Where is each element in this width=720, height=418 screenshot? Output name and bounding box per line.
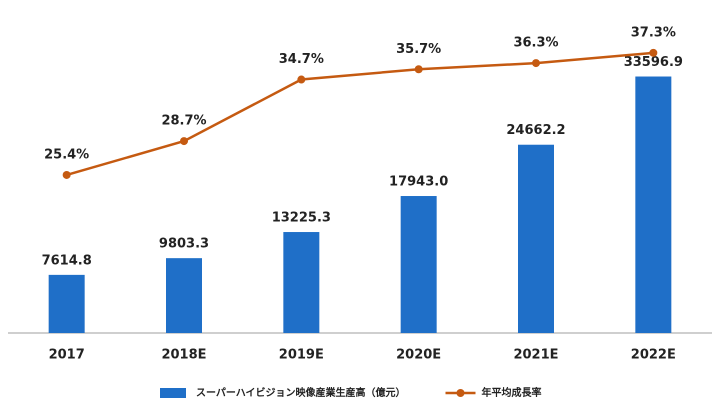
bar-value-label: 7614.8 — [42, 253, 92, 268]
line-point — [62, 170, 71, 179]
line — [66, 51, 654, 177]
x-tick-label: 2017 — [49, 348, 85, 363]
line-value-label: 36.3% — [513, 36, 558, 51]
x-tick-label: 2022E — [631, 348, 676, 363]
line-value-label: 28.7% — [161, 114, 206, 129]
bar-value-label: 17943.0 — [389, 175, 448, 190]
line-point — [180, 137, 188, 146]
line-value-label: 37.3% — [631, 25, 676, 40]
line-value-label: 34.7% — [279, 52, 324, 67]
legend-swatch — [456, 389, 465, 397]
x-tick-label: 2019E — [279, 348, 324, 363]
bar-value-label: 33596.9 — [624, 55, 683, 70]
line-point — [649, 48, 658, 57]
line-value-label: 25.4% — [44, 147, 89, 162]
bar — [518, 144, 554, 333]
bar — [48, 274, 85, 333]
line-point — [414, 65, 423, 74]
line-value-label: 35.7% — [396, 42, 441, 57]
bar — [635, 76, 672, 333]
legend-label: 年平均成長率 — [482, 386, 542, 399]
x-tick-label: 2020E — [396, 348, 441, 363]
legend-label: スーパーハイビジョン映像産業生産高（億元） — [196, 386, 406, 399]
bar — [166, 258, 202, 333]
bar-value-label: 24662.2 — [506, 123, 565, 138]
bar — [400, 196, 437, 333]
bar-value-label: 9803.3 — [159, 237, 209, 252]
line-point — [532, 59, 540, 68]
line-point — [297, 75, 306, 84]
bar-value-label: 13225.3 — [272, 211, 331, 226]
bar — [283, 232, 320, 333]
x-tick-label: 2018E — [161, 348, 206, 363]
legend-swatch — [160, 388, 186, 398]
x-tick-label: 2021E — [513, 348, 558, 363]
